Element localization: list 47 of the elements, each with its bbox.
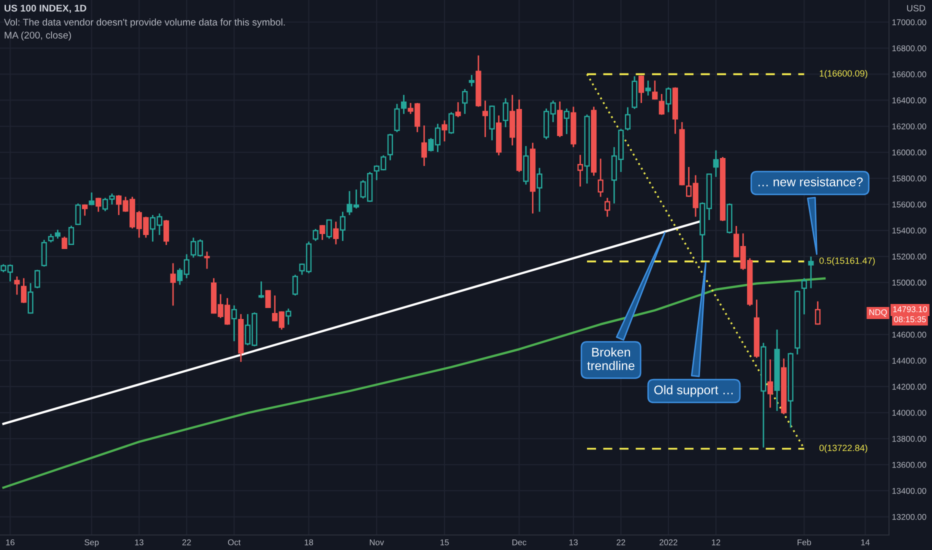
series-label: 0(13722.84) — [819, 444, 868, 453]
annotation: … new resistance? — [758, 177, 863, 186]
y-tick-label: 15600.00 — [892, 202, 926, 208]
y-tick-label: 17000.00 — [892, 19, 926, 26]
x-tick-label: 15 — [440, 539, 449, 546]
x-tick-label: 13 — [135, 539, 144, 546]
y-tick-label: 15800.00 — [892, 176, 926, 182]
x-tick-label: Sep — [84, 539, 99, 547]
y-tick-label: 16400.00 — [892, 97, 926, 104]
x-tick-label: Feb — [798, 539, 812, 546]
annotation: MA (200, close) — [4, 31, 71, 41]
x-tick-label: 14 — [861, 539, 870, 546]
x-tick-label: 16 — [6, 539, 14, 546]
chart-title: US 100 INDEX, 1D — [4, 4, 86, 14]
y-tick-label: 14600.00 — [892, 332, 926, 338]
annotation: Broken trendline — [587, 347, 634, 370]
y-axis-title: USD — [907, 5, 926, 12]
x-tick-label: 22 — [182, 539, 191, 546]
y-tick-label: 13400.00 — [892, 488, 926, 494]
y-tick-label: 14000.00 — [892, 410, 926, 416]
y-tick-label: 13800.00 — [892, 436, 926, 442]
annotation: NDQ — [869, 309, 887, 317]
x-tick-label: Nov — [370, 539, 384, 546]
x-tick-label: 18 — [304, 539, 314, 546]
x-tick-label: 2022 — [660, 539, 678, 546]
text: 08:15:35 — [894, 316, 926, 322]
x-tick-label: 22 — [616, 539, 626, 546]
series-label: 1(16600.09) — [820, 70, 868, 78]
y-tick-label: 15000.00 — [892, 280, 926, 286]
y-tick-label: 13600.00 — [892, 462, 926, 468]
y-tick-label: 13200.00 — [892, 514, 926, 520]
text: 14793.10 — [893, 306, 928, 312]
y-tick-label: 16600.00 — [892, 71, 926, 78]
y-tick-label: 16200.00 — [892, 123, 926, 130]
series-label: 0.5(15161.47) — [819, 257, 875, 266]
annotation: Old support … — [654, 385, 733, 397]
x-tick-label: 13 — [569, 539, 578, 546]
x-tick-label: 12 — [712, 539, 720, 546]
x-tick-label: Dec — [512, 539, 526, 546]
y-tick-label: 16000.00 — [892, 150, 926, 156]
y-tick-label: 14200.00 — [892, 384, 926, 390]
y-tick-label: 15400.00 — [892, 228, 926, 234]
text: Vol: The data vendor doesn't provide volume data for this symbol. — [4, 18, 285, 28]
y-tick-label: 15200.00 — [892, 254, 926, 260]
x-tick-label: Oct — [228, 539, 241, 546]
y-tick-label: 14400.00 — [892, 358, 926, 364]
y-tick-label: 16800.00 — [892, 45, 926, 52]
